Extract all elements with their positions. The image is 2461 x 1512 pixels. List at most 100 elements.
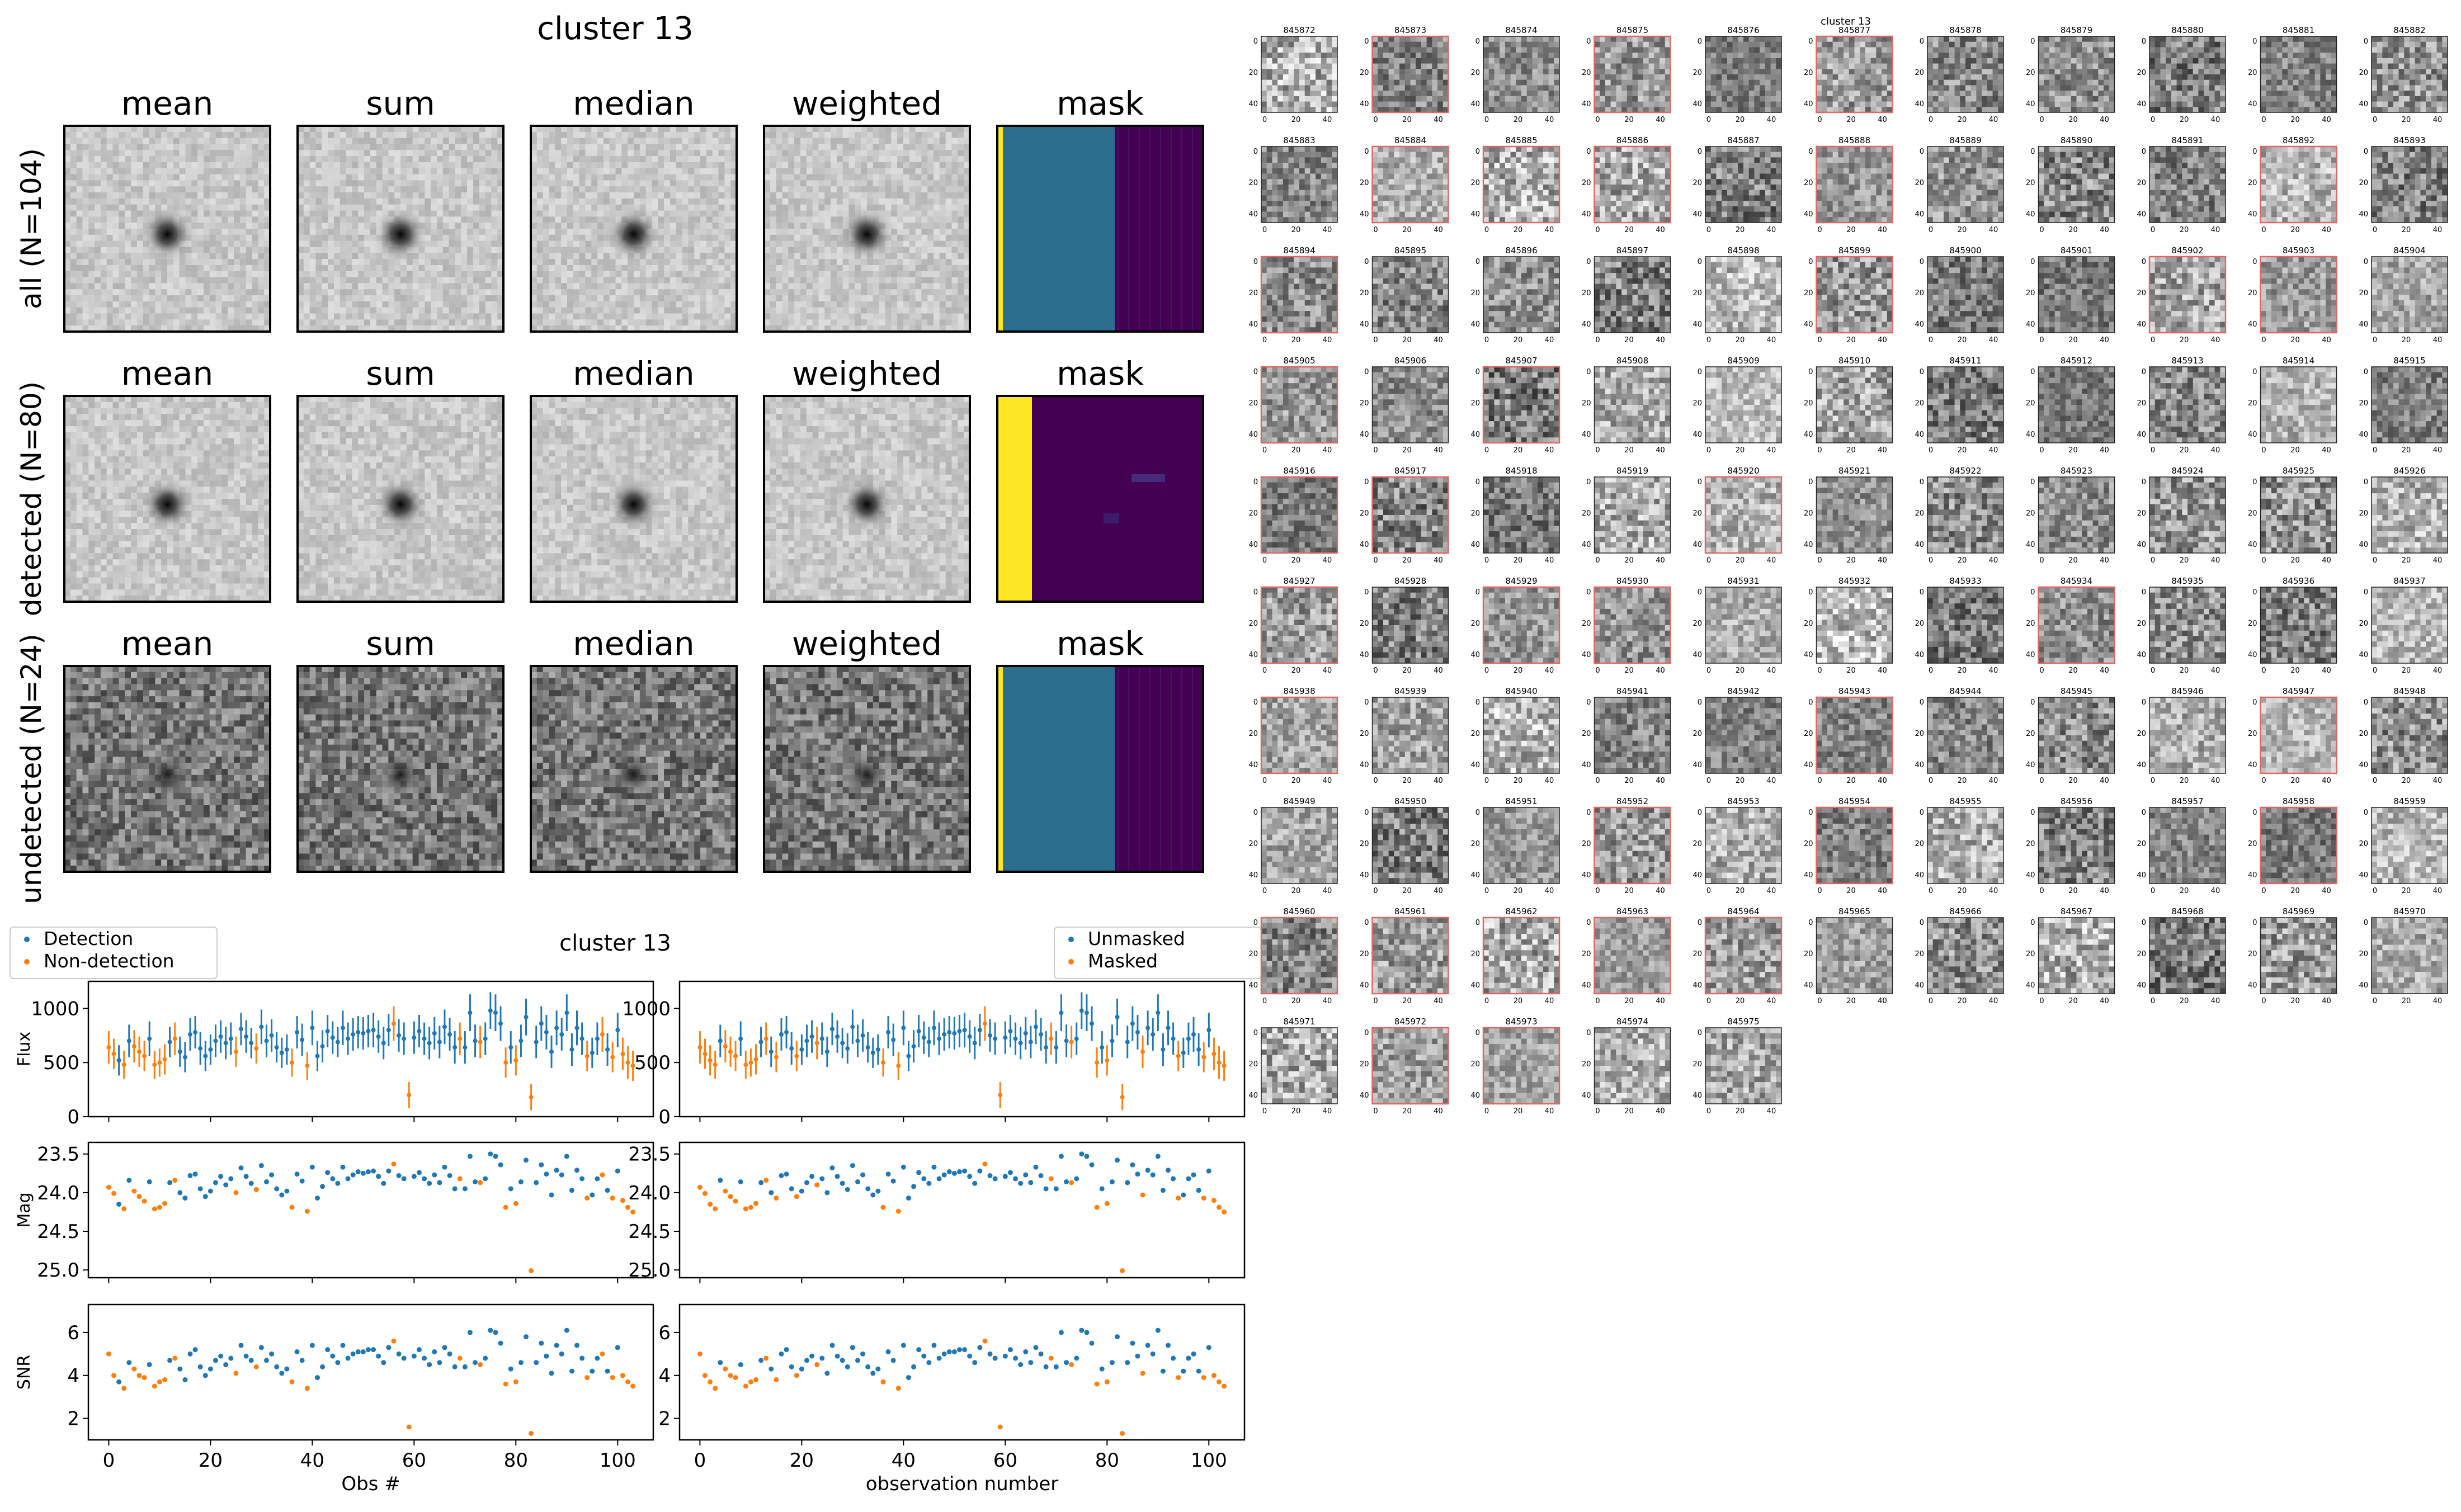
data-point xyxy=(289,1060,294,1065)
data-point xyxy=(437,1180,442,1185)
stack-column-title: sum xyxy=(366,84,435,122)
stamp-id-label: 845886 xyxy=(1616,135,1648,145)
stamp-id-label: 845897 xyxy=(1616,245,1648,256)
stamp-id-label: 845919 xyxy=(1616,466,1648,476)
data-point xyxy=(936,1355,942,1361)
stamp-y-tick: 40 xyxy=(1248,761,1258,769)
data-point xyxy=(1196,1368,1201,1374)
data-point xyxy=(142,1053,147,1059)
stamp-x-tick: 20 xyxy=(1846,226,1856,234)
data-point xyxy=(397,1033,402,1038)
data-point xyxy=(1196,1188,1201,1193)
stamp-y-tick: 20 xyxy=(2026,399,2035,408)
data-point xyxy=(789,1186,794,1192)
stamp-x-tick: 0 xyxy=(1817,667,1822,675)
data-point xyxy=(458,1036,463,1041)
stamp-x-tick: 20 xyxy=(1514,226,1523,234)
stamp-y-tick: 0 xyxy=(2030,588,2035,597)
stamp-x-tick: 40 xyxy=(1323,336,1332,344)
stamp-x-tick: 40 xyxy=(1545,667,1554,675)
stamp-x-tick: 20 xyxy=(1846,116,1856,124)
data-point xyxy=(1054,1045,1059,1050)
data-point xyxy=(1023,1031,1028,1036)
data-point xyxy=(911,1184,917,1189)
data-point xyxy=(1013,1176,1019,1182)
stamp-y-tick: 20 xyxy=(1582,730,1591,738)
stamp-x-tick: 20 xyxy=(1514,667,1523,675)
stamp-id-label: 845933 xyxy=(1949,576,1981,586)
stamp-y-tick: 20 xyxy=(1804,289,1813,297)
stamp-x-tick: 40 xyxy=(2100,226,2109,234)
stamp-id-label: 845961 xyxy=(1394,906,1426,916)
stamp-x-tick: 40 xyxy=(2211,887,2220,895)
data-point xyxy=(784,1171,789,1177)
stamp-x-tick: 40 xyxy=(2100,556,2109,565)
stamp-id-label: 845937 xyxy=(2393,576,2425,586)
stamp-x-tick: 40 xyxy=(1434,887,1443,895)
stamp-x-tick: 40 xyxy=(2211,446,2220,455)
data-point xyxy=(753,1057,758,1062)
data-point xyxy=(890,1358,896,1363)
stamp-y-tick: 0 xyxy=(1364,368,1369,376)
plot-axes-frame xyxy=(87,980,654,1118)
data-point xyxy=(738,1179,743,1185)
stamp-y-tick: 0 xyxy=(1364,698,1369,707)
data-point xyxy=(442,1024,447,1029)
data-point xyxy=(498,1021,503,1026)
stamp-y-tick: 20 xyxy=(1582,840,1591,848)
stamp-x-tick: 40 xyxy=(1656,446,1665,455)
stamp-id-label: 845941 xyxy=(1616,686,1648,696)
data-point xyxy=(182,1377,188,1382)
data-point xyxy=(238,1343,244,1348)
stamp-x-tick: 0 xyxy=(1706,887,1711,895)
data-point xyxy=(1013,1355,1019,1361)
stamp-id-label: 845929 xyxy=(1505,576,1537,586)
data-point xyxy=(223,1041,228,1046)
stamp-id-label: 845882 xyxy=(2393,25,2425,35)
data-point xyxy=(182,1196,188,1201)
stamp-y-tick: 40 xyxy=(2137,981,2146,990)
data-point xyxy=(708,1202,713,1207)
stamp-y-tick: 20 xyxy=(1915,730,1924,738)
stamp-id-label: 845918 xyxy=(1505,466,1537,476)
stamp-y-tick: 20 xyxy=(1804,509,1813,518)
data-point xyxy=(1089,1340,1095,1346)
data-point xyxy=(779,1351,784,1357)
stamp-x-tick: 40 xyxy=(1323,667,1332,675)
stamp-x-tick: 20 xyxy=(2402,556,2411,565)
data-point xyxy=(962,1028,967,1033)
lightcurve-panels: 05001000FluxDetectionNon-detection050010… xyxy=(10,927,1262,1495)
data-point xyxy=(1084,1330,1090,1335)
data-point xyxy=(1033,1024,1038,1029)
stamp-y-tick: 0 xyxy=(1475,588,1480,597)
stamp-x-tick: 20 xyxy=(1402,777,1412,785)
data-point xyxy=(340,1343,346,1348)
stamp-y-tick: 0 xyxy=(1253,1029,1258,1037)
stamp-x-tick: 20 xyxy=(2180,556,2189,565)
stamp-x-tick: 40 xyxy=(1767,226,1776,234)
y-tick-label: 0 xyxy=(67,1106,79,1128)
data-point xyxy=(697,1045,703,1050)
stamp-y-tick: 0 xyxy=(1698,1029,1702,1037)
data-point xyxy=(361,1031,366,1036)
data-point xyxy=(447,1032,452,1037)
stamp-y-tick: 0 xyxy=(2030,478,2035,486)
data-point xyxy=(417,1029,422,1034)
data-point xyxy=(1120,1268,1125,1274)
data-point xyxy=(941,1172,947,1178)
stamp-x-tick: 0 xyxy=(1484,336,1489,344)
stamp-x-tick: 20 xyxy=(2402,446,2411,455)
data-point xyxy=(574,1343,580,1348)
stack-image xyxy=(763,125,971,333)
data-point xyxy=(718,1178,723,1183)
stamp-y-tick: 20 xyxy=(1692,950,1702,958)
stamp-x-tick: 20 xyxy=(1958,226,1967,234)
data-point xyxy=(1130,1021,1135,1026)
data-point xyxy=(534,1180,539,1185)
stamp-y-tick: 20 xyxy=(1360,730,1369,738)
